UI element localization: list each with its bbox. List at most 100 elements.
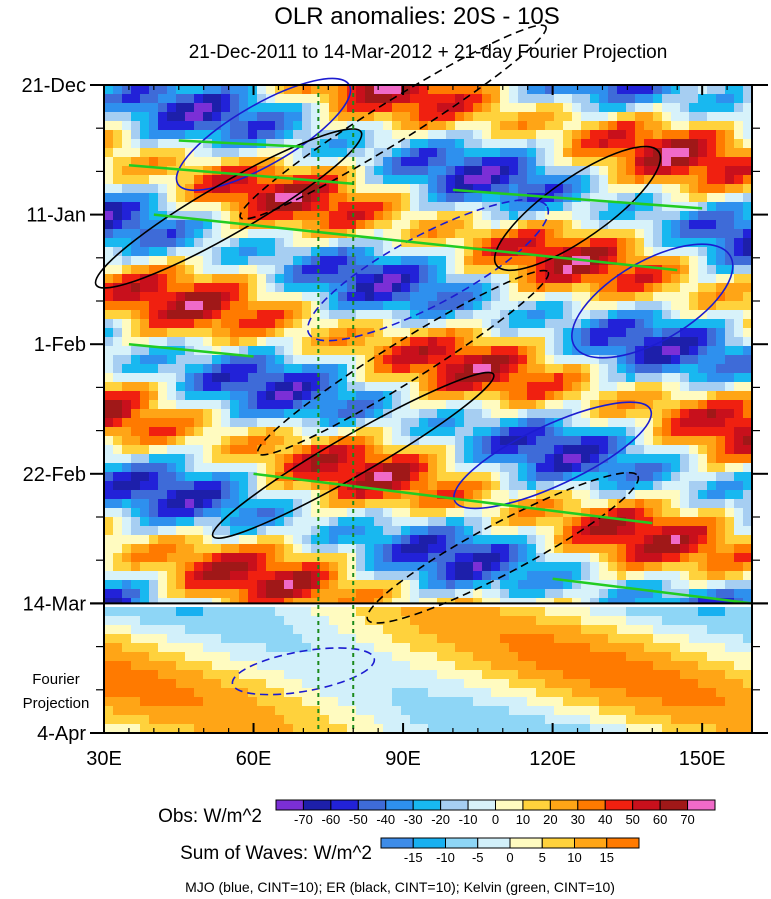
anomaly-cell xyxy=(518,562,528,572)
anomaly-cell xyxy=(680,499,690,509)
projection-cell xyxy=(653,643,663,653)
anomaly-cell xyxy=(428,148,438,158)
anomaly-cell xyxy=(545,400,555,410)
anomaly-cell xyxy=(257,283,267,293)
anomaly-cell xyxy=(185,436,195,446)
anomaly-cell xyxy=(563,526,573,536)
anomaly-cell xyxy=(608,436,618,446)
anomaly-cell xyxy=(185,427,195,437)
anomaly-cell xyxy=(266,85,276,95)
anomaly-cell xyxy=(635,463,645,473)
anomaly-cell xyxy=(482,436,492,446)
anomaly-cell xyxy=(131,112,141,122)
anomaly-cell xyxy=(419,211,429,221)
anomaly-cell xyxy=(410,301,420,311)
anomaly-cell xyxy=(149,490,159,500)
anomaly-cell xyxy=(113,553,123,563)
anomaly-cell xyxy=(329,112,339,122)
anomaly-cell xyxy=(716,346,726,356)
projection-cell xyxy=(473,670,483,680)
anomaly-cell xyxy=(122,490,132,500)
anomaly-cell xyxy=(293,247,303,257)
anomaly-cell xyxy=(590,418,600,428)
anomaly-cell xyxy=(383,310,393,320)
anomaly-cell xyxy=(428,211,438,221)
anomaly-cell xyxy=(338,274,348,284)
anomaly-cell xyxy=(374,355,384,365)
anomaly-cell xyxy=(104,319,114,329)
anomaly-cell xyxy=(311,499,321,509)
anomaly-cell xyxy=(347,337,357,347)
anomaly-cell xyxy=(176,85,186,95)
anomaly-cell xyxy=(329,130,339,140)
projection-cell xyxy=(158,688,168,698)
anomaly-cell xyxy=(518,229,528,239)
anomaly-cell xyxy=(437,517,447,527)
projection-cell xyxy=(203,652,213,662)
anomaly-cell xyxy=(455,580,465,590)
anomaly-cell xyxy=(419,436,429,446)
anomaly-cell xyxy=(590,382,600,392)
anomaly-cell xyxy=(554,409,564,419)
anomaly-cell xyxy=(500,472,510,482)
projection-cell xyxy=(338,616,348,626)
projection-cell xyxy=(410,652,420,662)
projection-cell xyxy=(338,625,348,635)
anomaly-cell xyxy=(554,436,564,446)
anomaly-cell xyxy=(509,139,519,149)
anomaly-cell xyxy=(590,400,600,410)
anomaly-cell xyxy=(572,598,582,604)
anomaly-cell xyxy=(509,409,519,419)
projection-cell xyxy=(653,652,663,662)
anomaly-cell xyxy=(374,292,384,302)
anomaly-cell xyxy=(464,553,474,563)
anomaly-cell xyxy=(482,85,492,95)
anomaly-cell xyxy=(167,202,177,212)
anomaly-cell xyxy=(608,445,618,455)
anomaly-cell xyxy=(302,445,312,455)
projection-cell xyxy=(239,652,249,662)
anomaly-cell xyxy=(284,517,294,527)
anomaly-cell xyxy=(626,256,636,266)
anomaly-cell xyxy=(257,265,267,275)
anomaly-cell xyxy=(464,391,474,401)
anomaly-cell xyxy=(221,130,231,140)
anomaly-cell xyxy=(149,157,159,167)
projection-cell xyxy=(716,652,726,662)
anomaly-cell xyxy=(635,247,645,257)
anomaly-cell xyxy=(734,373,744,383)
anomaly-cell xyxy=(158,454,168,464)
projection-cell xyxy=(635,643,645,653)
anomaly-cell xyxy=(734,166,744,176)
anomaly-cell xyxy=(680,445,690,455)
anomaly-cell xyxy=(320,562,330,572)
anomaly-cell xyxy=(221,238,231,248)
projection-cell xyxy=(302,706,312,716)
anomaly-cell xyxy=(203,598,213,604)
anomaly-cell xyxy=(239,337,249,347)
anomaly-cell xyxy=(518,175,528,185)
anomaly-cell xyxy=(419,130,429,140)
projection-cell xyxy=(698,607,708,617)
projection-cell xyxy=(680,661,690,671)
projection-cell xyxy=(311,652,321,662)
anomaly-cell xyxy=(284,103,294,113)
anomaly-cell xyxy=(383,94,393,104)
anomaly-cell xyxy=(401,427,411,437)
anomaly-cell xyxy=(392,490,402,500)
anomaly-cell xyxy=(149,427,159,437)
anomaly-cell xyxy=(743,130,753,140)
anomaly-cell xyxy=(338,562,348,572)
anomaly-cell xyxy=(176,598,186,604)
anomaly-cell xyxy=(203,454,213,464)
anomaly-cell xyxy=(320,175,330,185)
anomaly-cell xyxy=(410,454,420,464)
anomaly-cell xyxy=(473,274,483,284)
anomaly-cell xyxy=(401,589,411,599)
anomaly-cell xyxy=(464,445,474,455)
projection-cell xyxy=(158,679,168,689)
anomaly-cell xyxy=(302,121,312,131)
anomaly-cell xyxy=(644,490,654,500)
anomaly-cell xyxy=(392,589,402,599)
anomaly-cell xyxy=(113,391,123,401)
